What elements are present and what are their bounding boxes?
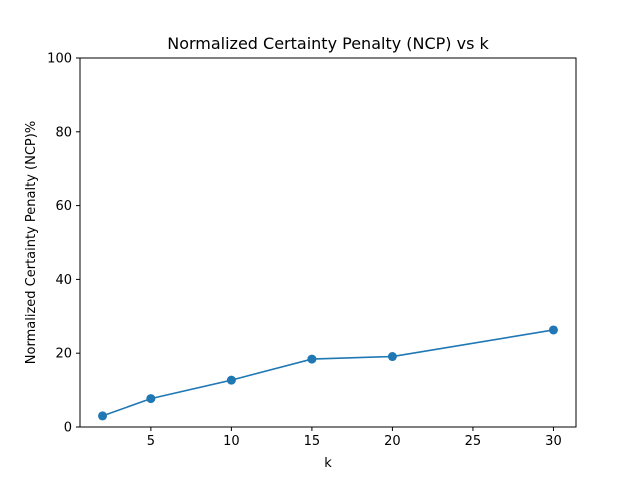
data-point xyxy=(548,325,558,335)
y-axis-ticks: 0 20 40 60 80 100 xyxy=(47,52,80,436)
data-point xyxy=(226,375,236,385)
y-tick-label: 0 xyxy=(64,421,72,436)
x-tick-label: 25 xyxy=(465,434,482,449)
x-tick-label: 30 xyxy=(545,434,562,449)
series-group xyxy=(98,325,558,421)
y-tick-label: 100 xyxy=(47,52,72,67)
plot-area xyxy=(79,57,577,428)
data-point xyxy=(307,354,317,364)
x-axis-label: k xyxy=(324,456,332,471)
y-tick-label: 20 xyxy=(55,347,72,362)
series-line xyxy=(102,329,554,417)
chart-title: Normalized Certainty Penalty (NCP) vs k xyxy=(167,34,489,53)
data-point xyxy=(387,352,397,362)
y-axis-label: Normalized Certainty Penalty (NCP)% xyxy=(24,121,39,364)
x-tick-label: 10 xyxy=(223,434,240,449)
data-point xyxy=(98,411,108,421)
data-point xyxy=(146,394,156,404)
x-tick-label: 15 xyxy=(304,434,321,449)
x-axis-ticks: 5 10 15 20 25 30 xyxy=(147,427,562,449)
y-tick-label: 40 xyxy=(55,273,72,288)
x-tick-label: 20 xyxy=(384,434,401,449)
y-tick-label: 80 xyxy=(55,125,72,140)
y-tick-label: 60 xyxy=(55,199,72,214)
x-tick-label: 5 xyxy=(147,434,155,449)
